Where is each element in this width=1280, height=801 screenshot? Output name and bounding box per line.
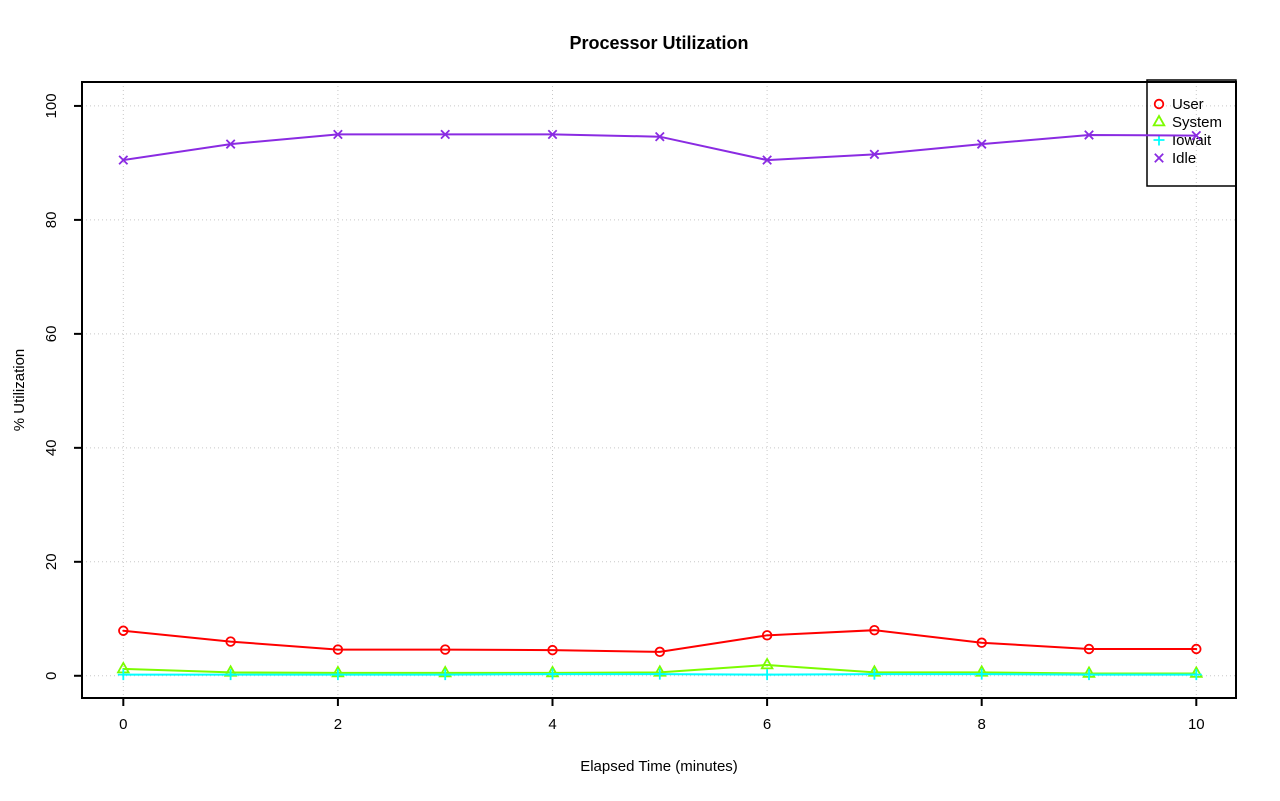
y-axis-label: % Utilization xyxy=(11,348,28,432)
x-marker-idle xyxy=(1191,130,1202,141)
y-tick-label: 80 xyxy=(43,212,60,229)
y-tick-label: 20 xyxy=(43,553,60,570)
legend-label-system: System xyxy=(1172,114,1222,131)
x-tick-label: 4 xyxy=(548,716,556,733)
x-marker-idle xyxy=(547,129,558,140)
circle-marker-user xyxy=(976,637,987,648)
circle-marker-user xyxy=(761,630,773,641)
x-marker-idle xyxy=(869,149,880,160)
x-tick-label: 8 xyxy=(978,716,986,733)
plus-marker-iowait xyxy=(225,669,237,681)
x-marker-idle xyxy=(333,129,343,140)
circle-marker-user xyxy=(440,644,451,655)
triangle-marker-legend-system xyxy=(1152,114,1166,127)
circle-marker-user xyxy=(1083,643,1095,655)
y-tick-label: 100 xyxy=(43,93,60,118)
plus-marker-iowait xyxy=(1190,669,1202,681)
circle-marker-user xyxy=(1191,643,1202,655)
x-marker-idle xyxy=(1084,130,1094,140)
x-marker-idle xyxy=(440,129,451,140)
series-line-user xyxy=(122,629,1198,653)
series-line-idle xyxy=(122,133,1198,162)
x-tick-label: 6 xyxy=(763,716,771,733)
circle-marker-legend-user xyxy=(1153,98,1165,110)
x-tick-label: 2 xyxy=(334,716,342,733)
circle-marker-user xyxy=(547,644,558,656)
circle-marker-user xyxy=(332,644,344,655)
circle-marker-user xyxy=(654,646,666,658)
x-tick-label: 0 xyxy=(119,716,127,733)
plus-marker-iowait xyxy=(117,669,129,681)
plus-marker-iowait xyxy=(868,668,880,680)
plus-marker-iowait xyxy=(439,669,451,681)
circle-marker-user xyxy=(225,636,236,647)
plus-marker-iowait xyxy=(332,669,344,681)
x-tick-label: 10 xyxy=(1188,716,1205,733)
y-tick-label: 60 xyxy=(43,326,60,343)
x-marker-idle xyxy=(976,139,987,149)
x-marker-idle xyxy=(762,155,772,165)
x-marker-idle xyxy=(118,155,129,165)
triangle-marker-system xyxy=(760,657,774,670)
plus-marker-iowait xyxy=(654,668,666,680)
legend-label-idle: Idle xyxy=(1172,150,1196,167)
legend-label-user: User xyxy=(1172,96,1204,113)
chart-title: Processor Utilization xyxy=(569,33,749,53)
plot-border xyxy=(81,81,1237,699)
plus-marker-iowait xyxy=(761,669,773,681)
y-tick-label: 0 xyxy=(43,672,60,680)
circle-marker-user xyxy=(118,625,129,636)
x-marker-legend-idle xyxy=(1154,153,1164,163)
x-marker-idle xyxy=(225,139,236,149)
plus-marker-iowait xyxy=(976,668,988,680)
x-marker-idle xyxy=(654,131,665,142)
plus-marker-iowait xyxy=(1083,669,1095,681)
y-tick-label: 40 xyxy=(43,439,60,456)
x-axis-label: Elapsed Time (minutes) xyxy=(580,758,738,775)
plus-marker-iowait xyxy=(547,668,559,680)
circle-marker-user xyxy=(869,624,880,636)
